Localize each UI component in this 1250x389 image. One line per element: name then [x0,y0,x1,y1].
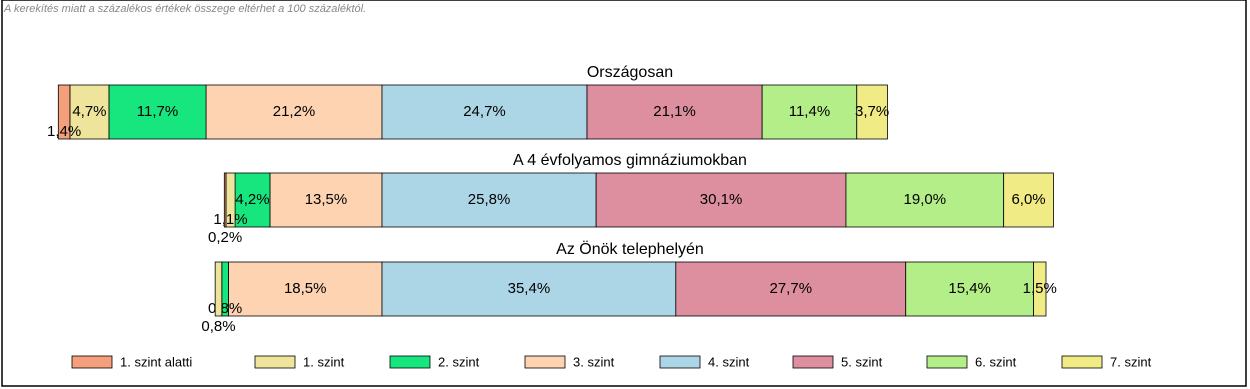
bar-segment [69,84,110,140]
bar-segment [845,172,1005,228]
legend-swatch [389,355,431,369]
legend-swatch [659,355,701,369]
legend-label: 2. szint [438,354,480,369]
bar-segment [223,172,227,228]
value-label: 18,5% [284,280,327,297]
bar-segment [108,84,207,140]
bar-title: Országosan [587,64,673,81]
legend-swatch [792,355,834,369]
bar-segment [595,172,847,228]
legend-label: 4. szint [708,354,750,369]
legend-label: 6. szint [975,354,1017,369]
value-label: 0,2% [208,229,242,246]
bar-segment [856,84,888,140]
bar-segment [1033,261,1047,317]
bar-segment [234,172,271,228]
value-label: 1,5% [1023,280,1057,297]
legend-swatch [71,355,113,369]
value-label: 13,5% [305,191,348,208]
legend-swatch [254,355,296,369]
note: A kerekítés miatt a százalékos értékek ö… [3,3,366,15]
value-label: 27,7% [770,280,813,297]
value-label: 35,4% [508,280,551,297]
value-label: 19,0% [904,191,947,208]
legend-label: 3. szint [573,354,615,369]
bar-segment [586,84,763,140]
legend-swatch [1061,355,1103,369]
legend-label: 7. szint [1110,354,1152,369]
value-label: 1,4% [47,123,81,140]
value-label: 11,4% [789,103,830,120]
bar-segment [205,84,383,140]
value-label: 11,7% [137,103,178,120]
bar-title: A 4 évfolyamos gimnáziumokban [513,152,747,169]
value-label: 6,0% [1011,191,1045,208]
value-label: 4,7% [72,103,106,120]
value-label: 15,4% [948,280,991,297]
value-label: 0,8% [208,300,242,317]
bar-segment [761,84,858,140]
value-label: 24,7% [463,103,506,120]
legend-label: 5. szint [841,354,883,369]
value-label: 21,1% [653,103,696,120]
bar-segment [57,84,71,140]
bar-segment [228,261,383,317]
legend-swatch [524,355,566,369]
value-label: 0,8% [201,318,235,335]
value-label: 3,7% [855,103,889,120]
value-label: 4,2% [235,191,269,208]
value-label: 21,2% [273,103,316,120]
value-label: 1,1% [213,211,247,228]
legend-swatch [926,355,968,369]
bar-segment [214,261,223,317]
value-label: 25,8% [468,191,511,208]
value-label: 30,1% [700,191,743,208]
bar-segment [1003,172,1054,228]
legend-label: 1. szint alatti [120,354,192,369]
legend-label: 1. szint [303,354,345,369]
bar-title: Az Önök telephelyén [556,240,704,258]
bar-segment [381,84,588,140]
bar-segment [905,261,1034,317]
